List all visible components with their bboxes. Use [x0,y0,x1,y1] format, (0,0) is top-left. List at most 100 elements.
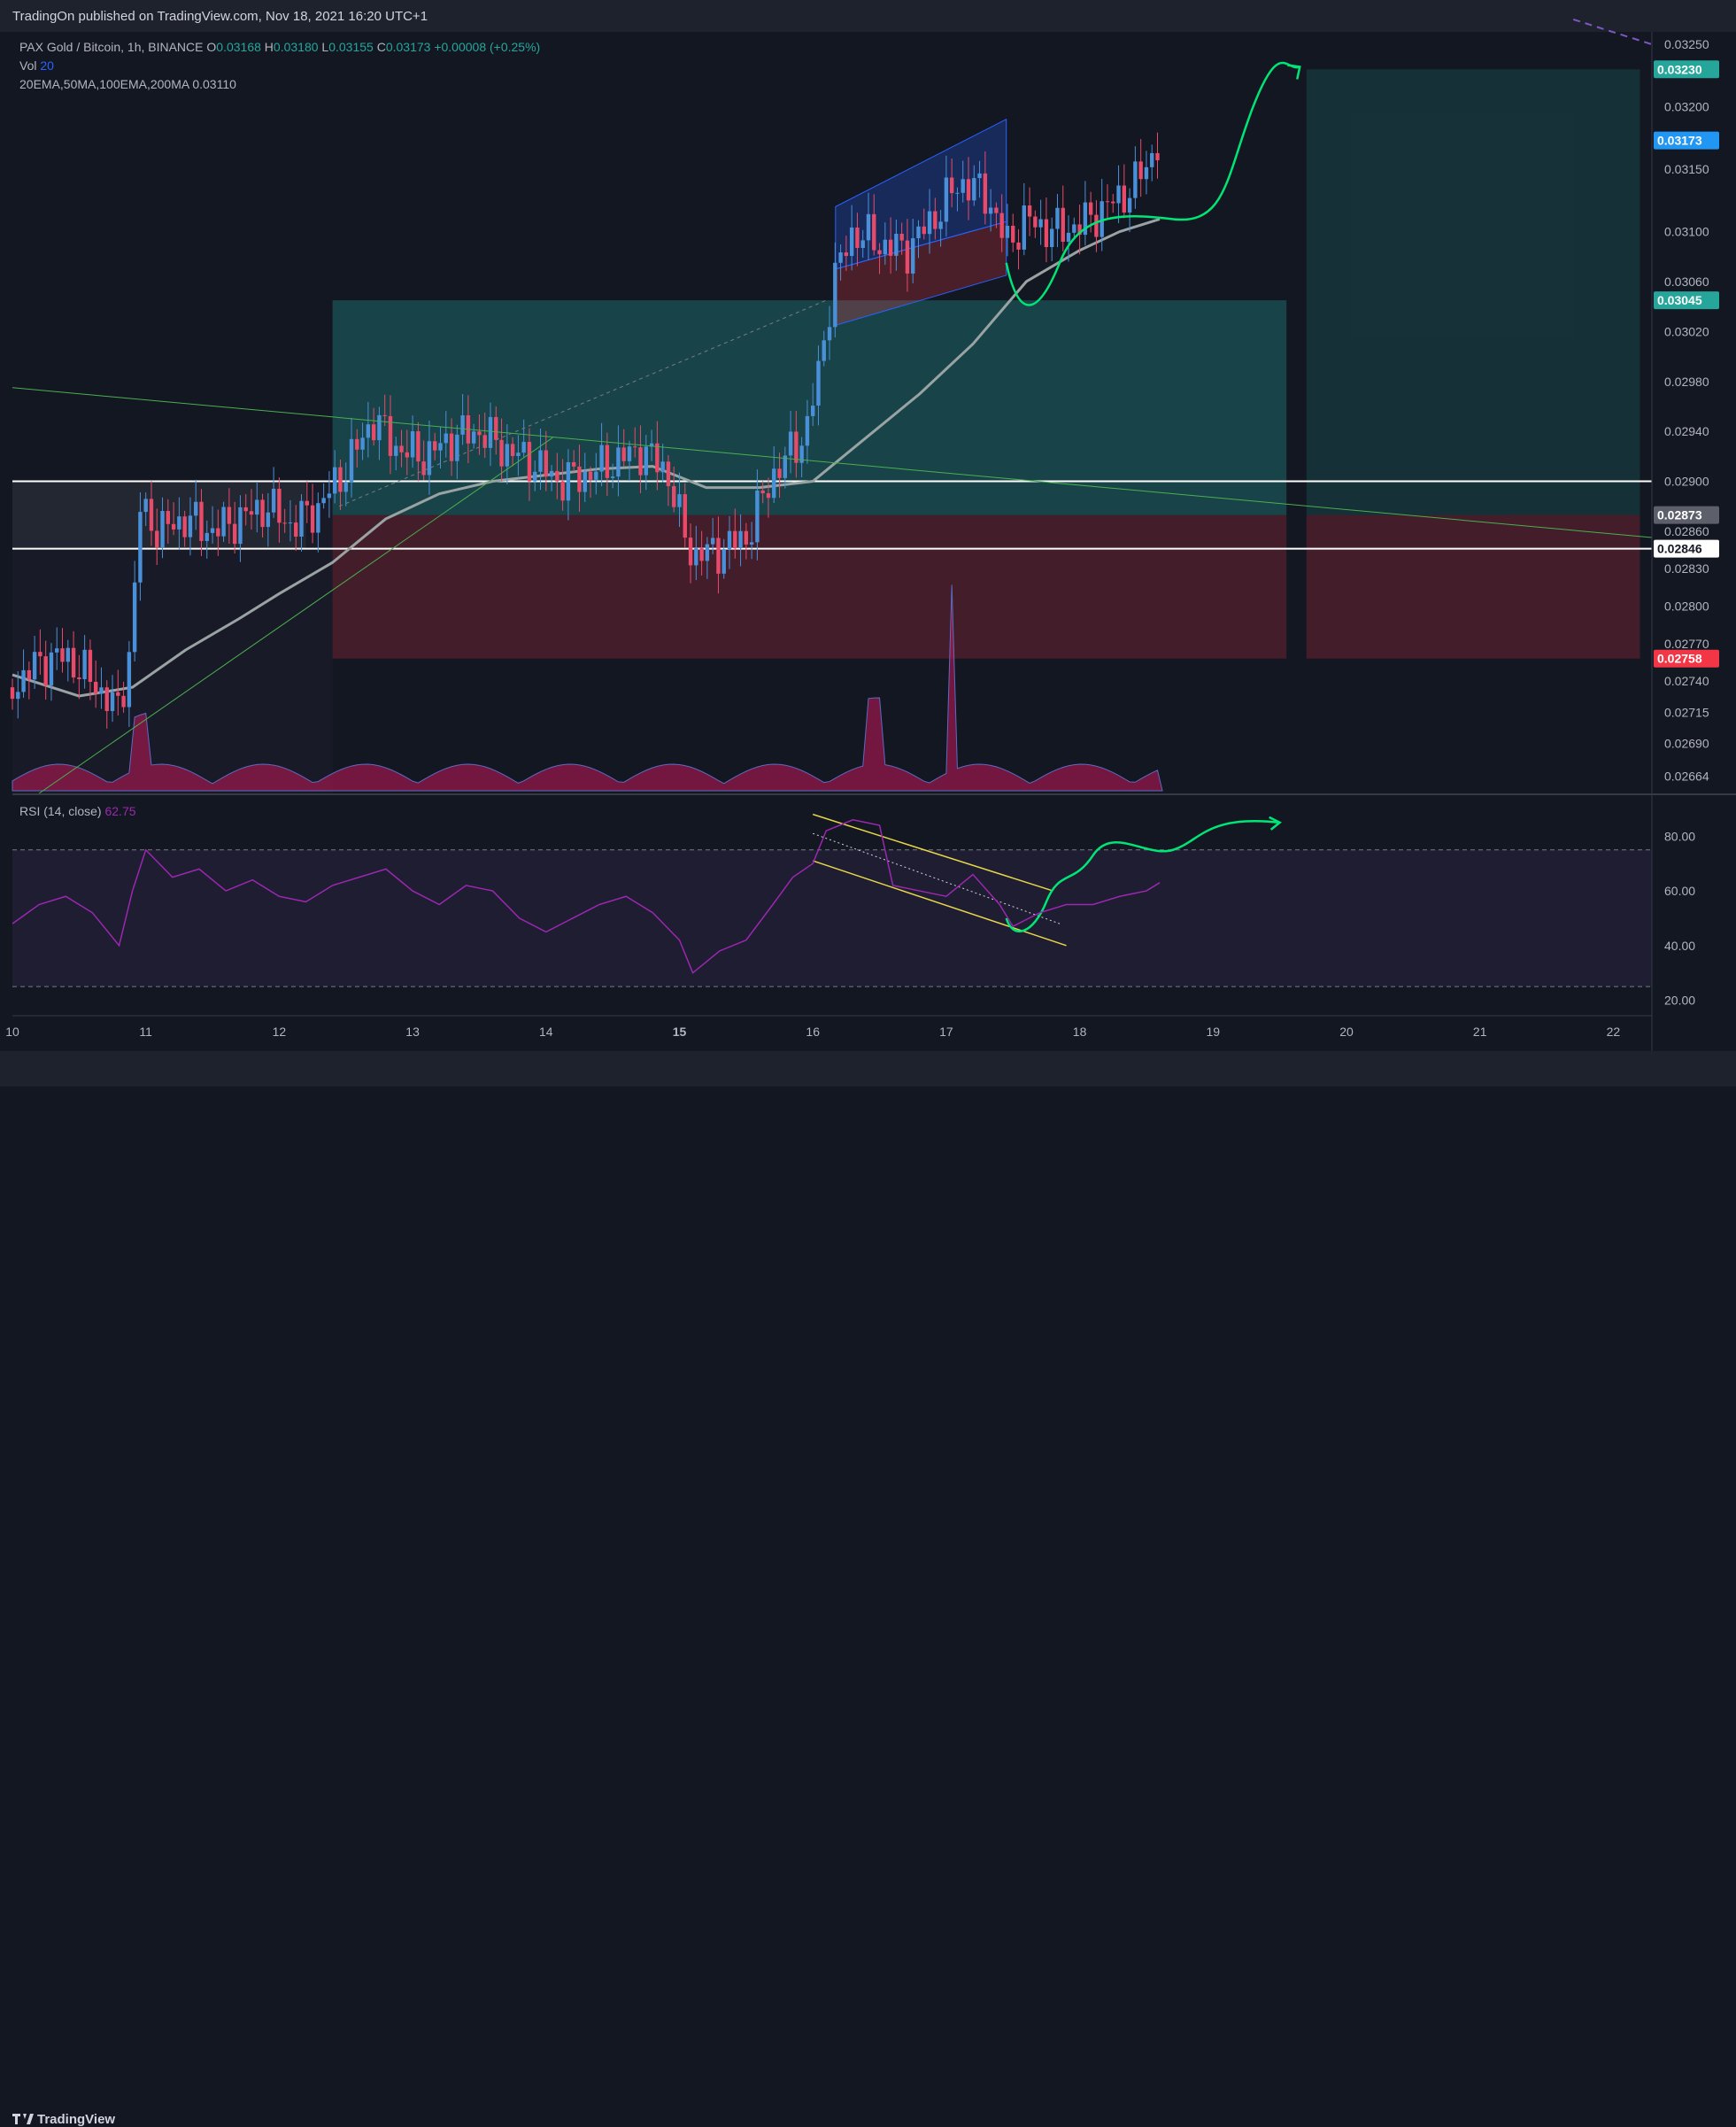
candle-body [388,415,393,456]
tradingview-logo[interactable]: TradingView [12,2112,115,2127]
candle-body [610,476,615,478]
candle-body [327,493,332,499]
price-badge [1654,131,1719,150]
candle-body [60,648,65,662]
candle-body [1005,225,1010,238]
candle-body [360,437,365,450]
candle-body [243,507,248,512]
candle-body [911,238,915,274]
candle-body [710,538,715,545]
candle-body [872,213,876,251]
candle-body [1144,166,1149,180]
candle-body [155,530,159,548]
chart-canvas[interactable]: 0.03250 0.03200 0.03150 0.03100 0.03060 0.030… [0,0,1736,1087]
candle-body [277,488,282,523]
candle-body [1027,205,1032,217]
candle-body [449,433,454,461]
candle-body [433,441,437,451]
candles [10,132,1160,729]
candle-body [410,431,415,458]
candle-body [1150,152,1154,167]
candle-body [827,327,832,341]
candle-body [338,467,343,492]
candle-body [1016,242,1021,250]
profit-zone [332,300,1287,515]
candle-body [305,500,309,506]
candle-body [66,647,70,662]
candle-body [427,441,432,476]
candle-body [204,532,209,541]
footer-bar: TradingView [0,1051,1736,2127]
candle-body [99,687,104,694]
candle-body [49,652,54,686]
price-tick-label: 0.02900 [1664,475,1709,489]
time-tick-label: 19 [1207,1025,1221,1039]
ema-20 [12,218,1161,698]
candle-body [866,213,871,241]
candle-body [271,488,276,513]
price-tick-label: 0.02690 [1664,737,1709,751]
rsi-tick-label: 40.00 [1664,939,1695,953]
candle-body [655,443,660,473]
price-tick-label: 0.02740 [1664,674,1709,688]
time-tick-label: 21 [1473,1025,1487,1039]
candle-body [799,445,804,463]
candle-body [766,493,771,499]
candle-body [644,446,649,476]
time-tick-label: 12 [273,1025,287,1039]
rsi-pane[interactable] [12,795,1652,1014]
candle-body [210,528,215,533]
time-tick-label: 15 [673,1025,687,1039]
close-value: 0.03173 [385,40,431,54]
candle-body [1122,185,1127,213]
candle-body [121,695,126,708]
price-badge-label: 0.03173 [1657,134,1702,148]
candle-body [399,445,404,452]
candle-body [883,239,888,255]
time-tick-label: 11 [139,1025,152,1039]
trendline-ascending [38,437,553,794]
candle-body [1105,201,1110,203]
candle-body [860,240,865,249]
rsi-tick-label: 60.00 [1664,884,1695,898]
candle-body [899,234,904,241]
candle-body [621,447,626,461]
ema-line [12,218,1161,698]
candle-body [733,530,737,549]
candle-body [1094,214,1099,237]
candle-body [811,406,815,416]
entry-target-link [339,299,827,507]
candle-body [488,416,493,448]
candle-body [32,652,37,680]
rsi-tick-label: 20.00 [1664,994,1695,1008]
price-badge-label: 0.03045 [1657,293,1702,307]
rsi-series [12,819,1161,974]
candle-body [938,221,943,229]
volume-legend: Vol 20 [19,58,54,73]
high-value: 0.03180 [273,40,319,54]
candle-body [482,435,487,448]
candle-body [477,431,482,436]
candle-body [138,512,143,583]
candle-body [638,447,643,476]
volume-value: 20 [40,58,54,73]
candle-body [149,499,154,531]
candle-body [555,470,559,482]
loss-zone [332,514,1287,659]
candle-body [1088,202,1093,215]
candle-body [127,652,132,708]
candle-body [199,501,204,541]
candle-body [1133,161,1138,198]
candle-body [538,450,543,472]
candle-body [349,438,354,483]
candle-body [760,490,765,494]
candle-body [132,582,137,653]
candle-body [966,179,971,201]
candle-body [238,507,243,545]
rsi-channel-top [812,813,1053,892]
rsi-value: 62.75 [104,804,136,818]
price-badge-label: 0.02846 [1657,542,1702,556]
candle-body [994,207,999,213]
candle-body [894,234,899,256]
candle-body [955,192,960,194]
